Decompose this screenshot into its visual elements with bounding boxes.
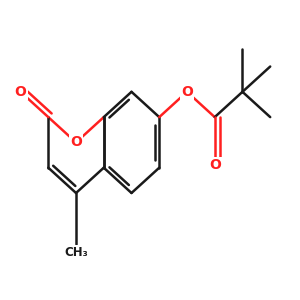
- Text: O: O: [209, 158, 221, 172]
- Text: O: O: [15, 85, 26, 99]
- Text: O: O: [181, 85, 193, 99]
- Text: CH₃: CH₃: [64, 246, 88, 259]
- Text: O: O: [70, 135, 82, 149]
